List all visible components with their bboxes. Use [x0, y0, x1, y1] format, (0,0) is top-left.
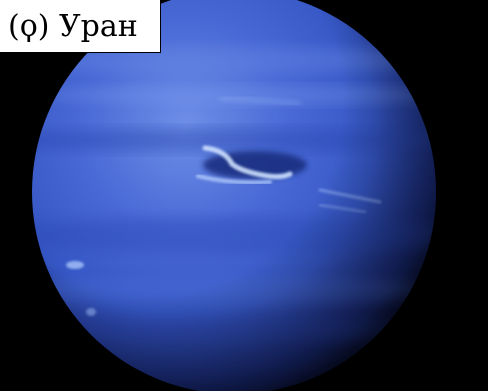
figure-caption: (ϙ) Уран: [0, 0, 161, 53]
cloud-bands: [32, 0, 436, 391]
caption-text: (ϙ) Уран: [8, 8, 138, 44]
planet-image: [32, 0, 436, 391]
